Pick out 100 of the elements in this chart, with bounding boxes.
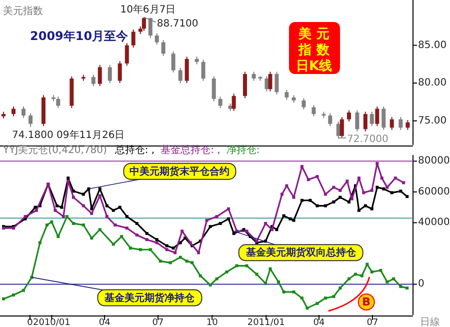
point bbox=[292, 218, 296, 222]
point bbox=[118, 206, 122, 209]
point bbox=[188, 241, 192, 244]
point bbox=[264, 222, 268, 225]
point bbox=[245, 230, 248, 233]
point bbox=[354, 272, 357, 276]
point bbox=[190, 261, 194, 264]
point bbox=[338, 196, 342, 199]
point bbox=[148, 248, 152, 252]
point bbox=[300, 198, 304, 202]
point bbox=[386, 280, 389, 284]
point bbox=[125, 215, 128, 218]
point bbox=[268, 267, 272, 270]
point bbox=[245, 264, 248, 268]
point bbox=[128, 246, 132, 250]
annotation: 72.7000 bbox=[347, 134, 388, 145]
y-tick-label: 80000 bbox=[418, 156, 450, 167]
text: 美元指数 bbox=[3, 5, 43, 17]
text: 2009年10月至今 bbox=[30, 29, 130, 43]
point bbox=[394, 176, 397, 180]
point bbox=[285, 184, 288, 188]
point bbox=[276, 280, 280, 284]
point bbox=[402, 181, 406, 184]
point bbox=[165, 248, 168, 252]
point bbox=[346, 180, 349, 183]
point bbox=[376, 186, 379, 189]
point bbox=[227, 217, 230, 220]
point bbox=[198, 274, 202, 278]
point bbox=[370, 207, 374, 210]
point bbox=[255, 272, 258, 276]
point bbox=[324, 296, 327, 300]
point bbox=[66, 176, 70, 180]
point bbox=[300, 165, 304, 168]
x-tick-label: 07 bbox=[152, 318, 164, 327]
point bbox=[264, 282, 268, 285]
text: 基金总持仓: , bbox=[160, 144, 220, 156]
point bbox=[282, 214, 286, 218]
point bbox=[72, 196, 75, 199]
point bbox=[347, 277, 350, 280]
annotation: 基金美元期货双向总持仓 bbox=[244, 246, 357, 259]
point bbox=[275, 228, 278, 232]
point bbox=[399, 190, 402, 193]
point bbox=[379, 268, 382, 272]
point bbox=[145, 238, 148, 242]
point bbox=[2, 297, 6, 300]
point bbox=[215, 215, 218, 218]
point bbox=[98, 187, 102, 190]
point bbox=[112, 208, 115, 212]
annotation: 指 数 bbox=[298, 43, 330, 58]
point bbox=[357, 208, 360, 212]
point bbox=[350, 197, 354, 200]
point bbox=[105, 204, 108, 208]
point bbox=[56, 235, 60, 238]
y-tick-label: 75.00 bbox=[418, 115, 447, 126]
point bbox=[155, 241, 158, 244]
y-tick-label: 0 bbox=[418, 278, 424, 290]
point bbox=[306, 178, 310, 182]
annotation: 88.7100 bbox=[144, 16, 198, 30]
point bbox=[172, 246, 175, 250]
annotation: 中美元期货末平仓合约 bbox=[88, 162, 236, 190]
point bbox=[392, 277, 396, 280]
point bbox=[82, 224, 85, 226]
annotation: 88.7100 bbox=[156, 18, 198, 30]
point bbox=[218, 222, 222, 225]
point bbox=[138, 248, 142, 252]
x-tick-label: 2011/01 bbox=[247, 318, 285, 327]
point bbox=[120, 235, 124, 238]
y-tick-label: 60000 bbox=[418, 186, 450, 198]
point bbox=[338, 286, 342, 290]
y-tick-label: 85.00 bbox=[418, 40, 447, 51]
point bbox=[288, 217, 292, 220]
point bbox=[382, 187, 386, 190]
point bbox=[165, 244, 168, 248]
point bbox=[300, 296, 304, 300]
point bbox=[208, 284, 212, 286]
point bbox=[82, 192, 85, 196]
point bbox=[362, 191, 366, 194]
point bbox=[34, 206, 37, 209]
point bbox=[12, 294, 16, 296]
annotation: 日K线 bbox=[296, 59, 332, 74]
x-tick-label: 0 bbox=[27, 318, 34, 327]
point bbox=[50, 220, 54, 224]
point bbox=[280, 192, 284, 196]
point bbox=[38, 241, 42, 244]
point bbox=[185, 260, 188, 263]
point bbox=[178, 256, 182, 259]
x-tick-label: 04 bbox=[98, 318, 111, 327]
point bbox=[380, 176, 384, 180]
point bbox=[98, 194, 102, 198]
point bbox=[62, 215, 65, 218]
point bbox=[174, 251, 177, 254]
point bbox=[232, 232, 236, 235]
point bbox=[82, 204, 85, 208]
point bbox=[55, 204, 58, 208]
x-tick-label: 07 bbox=[366, 318, 378, 327]
point bbox=[205, 218, 208, 222]
annotation: 74.1800 09年11月26日 bbox=[12, 130, 125, 141]
annotation: 基金美元期货净持仓 bbox=[104, 292, 196, 304]
point bbox=[316, 302, 319, 305]
point bbox=[135, 234, 138, 236]
